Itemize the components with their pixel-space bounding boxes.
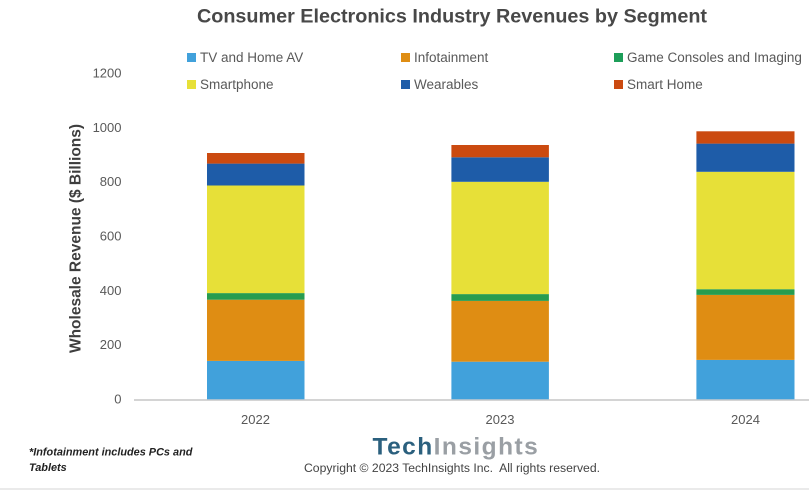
svg-text:Infotainment: Infotainment	[414, 50, 489, 65]
svg-text:1200: 1200	[93, 66, 122, 81]
svg-text:800: 800	[100, 174, 122, 189]
svg-text:2023: 2023	[486, 412, 515, 427]
svg-text:Tablets: Tablets	[29, 462, 67, 474]
svg-text:TV and Home AV: TV and Home AV	[200, 50, 303, 65]
svg-text:1000: 1000	[93, 120, 122, 135]
svg-text:400: 400	[100, 283, 122, 298]
svg-text:Copyright © 2023 TechInsights: Copyright © 2023 TechInsights Inc. All r…	[304, 461, 600, 475]
svg-text:0: 0	[114, 392, 121, 407]
svg-text:600: 600	[100, 229, 122, 244]
svg-text:Smartphone: Smartphone	[200, 77, 274, 92]
svg-text:*Infotainment includes PCs and: *Infotainment includes PCs and	[29, 447, 193, 459]
svg-text:2022: 2022	[241, 412, 270, 427]
svg-text:Game Consoles and Imaging: Game Consoles and Imaging	[627, 50, 802, 65]
svg-text:Consumer Electronics Industry: Consumer Electronics Industry Revenues b…	[197, 6, 707, 28]
svg-text:Wholesale Revenue ($ Billions): Wholesale Revenue ($ Billions)	[68, 124, 85, 353]
svg-text:Smart Home: Smart Home	[627, 77, 703, 92]
svg-text:2024: 2024	[731, 412, 760, 427]
svg-text:TechInsights: TechInsights	[373, 434, 540, 461]
svg-text:Wearables: Wearables	[414, 77, 479, 92]
svg-text:200: 200	[100, 337, 122, 352]
